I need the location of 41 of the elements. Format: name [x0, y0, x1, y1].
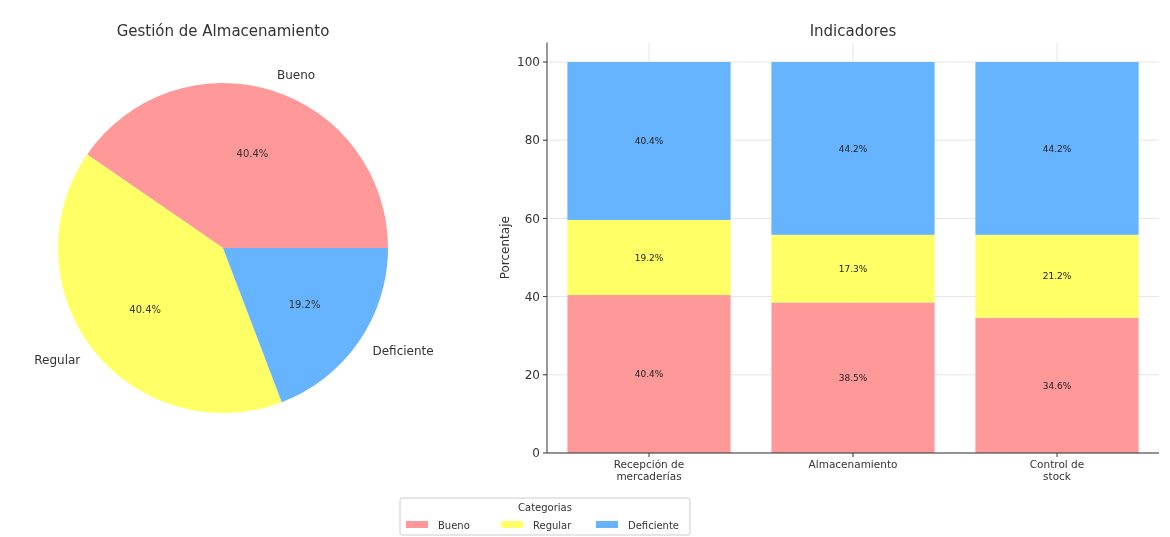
data-label: 38.5%	[838, 372, 868, 383]
slice-label: Bueno	[276, 67, 316, 82]
bar	[975, 317, 1139, 453]
pie-slice	[87, 83, 388, 248]
bar	[567, 219, 731, 296]
y-tick-label: 100	[517, 55, 540, 70]
slice-label: Deficiente	[372, 344, 434, 359]
y-tick-label: 60	[524, 211, 540, 226]
y-tick-label: 20	[524, 368, 540, 382]
data-label: 19.2%	[288, 298, 321, 310]
data-label: 34.6%	[1042, 380, 1072, 391]
data-label: 17.3%	[838, 263, 868, 274]
bar	[975, 62, 1139, 235]
data-label: 21.2%	[1042, 271, 1072, 282]
y-tick-label: 40	[524, 289, 540, 304]
data-label: 40.4%	[634, 136, 664, 147]
chart-title: Gestión de Almacenamiento	[116, 22, 330, 40]
x-tick-label: Recepción de mercaderías	[613, 458, 685, 482]
data-label: 40.4%	[236, 147, 269, 159]
y-tick-label: 80	[524, 133, 540, 148]
legend-label: Bueno	[438, 519, 470, 531]
bar	[567, 62, 731, 220]
slice-label: Regular	[34, 353, 81, 368]
legend-title: Categorias	[518, 502, 572, 513]
data-label: 44.2%	[838, 143, 868, 154]
y-tick-label: 0	[532, 446, 540, 461]
x-tick-label: Control de stock	[1029, 458, 1085, 482]
data-label: 40.4%	[129, 303, 162, 315]
x-tick-label: Almacenamiento	[808, 458, 898, 470]
legend-label: Regular	[533, 519, 573, 531]
legend-label: Deficiente	[628, 519, 679, 531]
chart-title: Indicadores	[809, 22, 897, 40]
bar	[975, 234, 1139, 318]
y-axis-title: Porcentaje	[498, 216, 512, 280]
bar	[771, 302, 935, 453]
data-label: 44.2%	[1042, 143, 1072, 154]
bar	[771, 234, 935, 303]
bar	[771, 62, 935, 235]
data-label: 19.2%	[634, 252, 664, 263]
data-label: 40.4%	[634, 369, 664, 380]
bar	[567, 295, 731, 453]
